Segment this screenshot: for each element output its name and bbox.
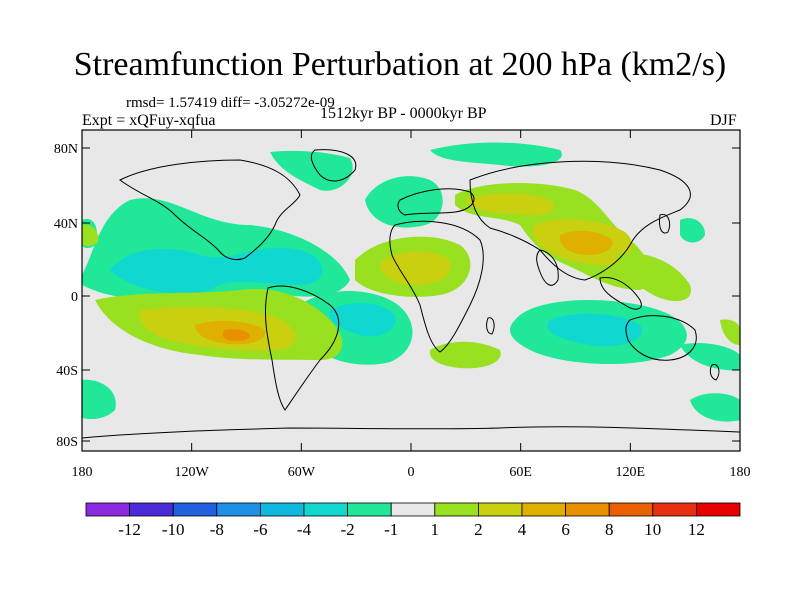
- experiment-line: Expt = xQFuy-xqfua: [82, 112, 216, 129]
- lon-label: 60E: [509, 465, 532, 480]
- colorbar-label: -2: [341, 520, 355, 539]
- field-neg-tropical-atlantic-inner: [329, 303, 396, 337]
- colorbar-swatch: [652, 502, 697, 517]
- lat-label: 0: [71, 290, 78, 305]
- lat-label: 40S: [56, 364, 78, 379]
- colorbar-label: -1: [384, 520, 398, 539]
- field-neg-arctic-east: [430, 142, 562, 167]
- colorbar-swatch: [303, 502, 348, 517]
- colorbar-label: -8: [210, 520, 224, 539]
- field-pos-west-edge: [82, 224, 99, 247]
- colorbar-label: 12: [688, 520, 705, 539]
- colorbar-swatch: [85, 502, 130, 517]
- colorbar-swatch: [259, 502, 305, 517]
- coast-new-zealand: [709, 363, 720, 381]
- lon-label: 60W: [288, 465, 316, 480]
- coast-india: [536, 249, 559, 286]
- coast-north-america: [119, 159, 301, 261]
- coast-southeast-asia: [599, 276, 642, 310]
- field-neg-south-pacific-east: [690, 393, 740, 422]
- season-label: DJF: [710, 112, 737, 129]
- colorbar-swatch: [521, 502, 566, 517]
- colorbar-label: -10: [162, 520, 185, 539]
- field-pos-asia-peak: [559, 230, 613, 256]
- colorbar-label: 2: [474, 520, 483, 539]
- colorbar-label: -12: [118, 520, 141, 539]
- lon-label: 120W: [175, 465, 210, 480]
- colorbar: -12 -10 -8 -6 -4 -2 -1 1 2 4 6 8 10 12: [85, 502, 741, 539]
- field-pos-eurasia-inner: [465, 193, 554, 216]
- lon-label: 120E: [616, 465, 646, 480]
- coast-antarctica: [82, 426, 740, 439]
- colorbar-label: 4: [518, 520, 527, 539]
- map-axes: 80N 40N 0 40S 80S 180 120W 60W 0 60E 120E 180: [54, 130, 751, 480]
- field-neg-central-pacific: [680, 218, 705, 243]
- colorbar-label: 10: [644, 520, 661, 539]
- colorbar-swatch: [172, 502, 218, 517]
- coastlines: [82, 149, 740, 439]
- coast-south-america: [264, 285, 340, 411]
- colorbar-swatch: [696, 502, 741, 517]
- colorbar-swatch: [477, 502, 523, 517]
- coast-europe: [397, 188, 475, 216]
- coast-africa: [389, 220, 484, 353]
- coast-asia: [469, 160, 691, 281]
- field-neg-indian-ocean-inner: [547, 313, 642, 347]
- colorbar-label: -4: [297, 520, 312, 539]
- lat-label: 40N: [54, 217, 78, 232]
- field-neg-north-atlantic: [365, 176, 443, 228]
- period-line: 1512kyr BP - 0000kyr BP: [320, 105, 487, 122]
- colorbar-swatch: [129, 502, 174, 517]
- lat-label: 80S: [56, 435, 78, 450]
- coast-madagascar: [486, 317, 495, 335]
- map-title: Streamfunction Perturbation at 200 hPa (…: [73, 46, 727, 83]
- lon-label: 180: [72, 465, 93, 480]
- colorbar-swatch: [434, 502, 479, 517]
- stats-line: rmsd= 1.57419 diff= -3.05272e-09: [126, 95, 335, 111]
- field-neg-north-pacific-inner: [110, 247, 323, 294]
- coast-japan: [659, 213, 671, 234]
- coast-australia: [625, 315, 697, 361]
- colorbar-swatch: [347, 502, 392, 517]
- lon-label: 180: [730, 465, 751, 480]
- colorbar-label: 1: [431, 520, 440, 539]
- field-pos-south-america-peak: [222, 329, 250, 341]
- coast-greenland: [310, 149, 357, 182]
- field-neg-south-pacific-west: [82, 379, 116, 420]
- colorbar-swatch: [608, 502, 654, 517]
- field-pos-pacific-north: [615, 253, 691, 302]
- colorbar-swatch: [565, 502, 610, 517]
- field-pos-south-ocean: [429, 341, 501, 369]
- colorbar-label: 6: [561, 520, 570, 539]
- field-pos-africa-inner: [379, 251, 451, 285]
- field-pos-far-east: [720, 319, 740, 345]
- field-neg-australia-south: [680, 343, 740, 371]
- lon-label: 0: [408, 465, 415, 480]
- colorbar-swatch: [216, 502, 261, 517]
- colorbar-label: 8: [605, 520, 614, 539]
- colorbar-swatch: [390, 502, 436, 517]
- lat-label: 80N: [54, 142, 78, 157]
- colorbar-label: -6: [253, 520, 267, 539]
